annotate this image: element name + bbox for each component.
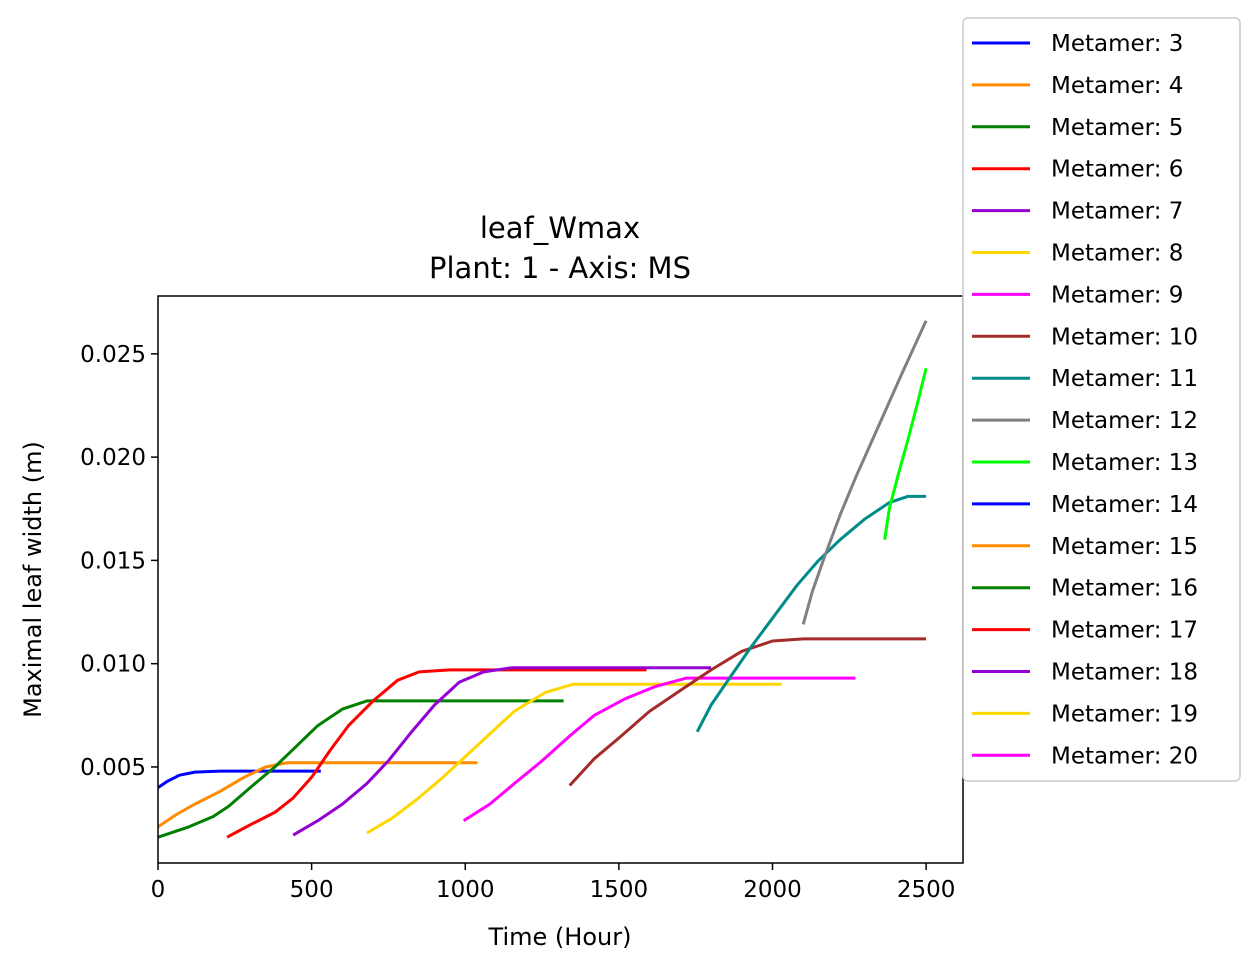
y-tick-label: 0.005 (80, 755, 146, 781)
legend-entry: Metamer: 9 (1051, 282, 1183, 308)
series-line-8 (568, 637, 927, 787)
series-line-7 (462, 676, 856, 822)
x-tick-label: 0 (151, 877, 166, 903)
legend-entry: Metamer: 13 (1051, 450, 1198, 476)
legend-entry: Metamer: 10 (1051, 324, 1198, 350)
series-line-6 (366, 682, 782, 835)
legend-entry: Metamer: 6 (1051, 157, 1183, 183)
legend-entry: Metamer: 11 (1051, 366, 1198, 392)
x-tick-label: 2500 (897, 877, 956, 903)
y-tick-label: 0.020 (80, 445, 146, 471)
series-line-9 (695, 494, 927, 733)
legend-entry: Metamer: 14 (1051, 492, 1198, 518)
x-tick-label: 1500 (590, 877, 649, 903)
legend-entry: Metamer: 18 (1051, 660, 1198, 686)
y-axis-label: Maximal leaf width (m) (19, 441, 47, 718)
y-tick-label: 0.025 (80, 342, 146, 368)
plot-frame (157, 295, 964, 864)
series-line-5 (292, 666, 712, 837)
series-line-11 (883, 367, 928, 540)
x-axis-label: Time (Hour) (488, 923, 632, 951)
legend-entry: Metamer: 4 (1051, 73, 1183, 99)
legend-box (962, 17, 1241, 782)
chart-title: leaf_Wmax (480, 211, 640, 245)
x-axis: 0 500 1000 1500 2000 2500 (151, 863, 956, 903)
x-tick-label: 500 (290, 877, 334, 903)
legend-entry: Metamer: 7 (1051, 199, 1183, 225)
series-line-2 (157, 761, 478, 829)
y-tick-label: 0.015 (80, 548, 146, 574)
legend-entry: Metamer: 3 (1051, 31, 1183, 57)
legend-entry: Metamer: 12 (1051, 408, 1198, 434)
series-line-4 (226, 668, 647, 839)
series-line-10 (801, 320, 928, 625)
chart-subtitle: Plant: 1 - Axis: MS (429, 251, 691, 285)
series-line-3 (157, 699, 564, 839)
plot-lines (157, 320, 928, 839)
x-tick-label: 1000 (436, 877, 495, 903)
legend-entry: Metamer: 16 (1051, 576, 1198, 602)
legend-entry: Metamer: 5 (1051, 115, 1183, 141)
legend-entry: Metamer: 19 (1051, 701, 1198, 727)
series-line-1 (157, 769, 321, 789)
y-tick-label: 0.010 (80, 652, 146, 678)
y-axis: 0.005 0.010 0.015 0.020 0.025 (80, 342, 158, 781)
legend: Metamer: 3 Metamer: 4 Metamer: 5 Metamer: 6… (962, 17, 1241, 782)
legend-entry: Metamer: 17 (1051, 618, 1198, 644)
legend-entry: Metamer: 20 (1051, 743, 1198, 769)
legend-entry: Metamer: 15 (1051, 534, 1198, 560)
legend-entry: Metamer: 8 (1051, 241, 1183, 267)
x-tick-label: 2000 (743, 877, 802, 903)
